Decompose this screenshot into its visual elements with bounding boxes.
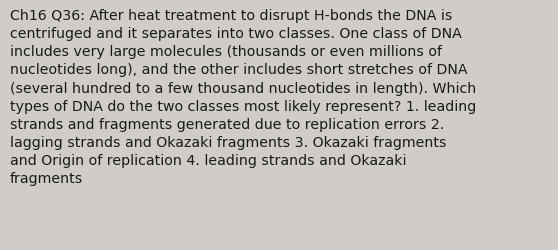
Text: Ch16 Q36: After heat treatment to disrupt H-bonds the DNA is
centrifuged and it : Ch16 Q36: After heat treatment to disrup…	[10, 9, 477, 186]
